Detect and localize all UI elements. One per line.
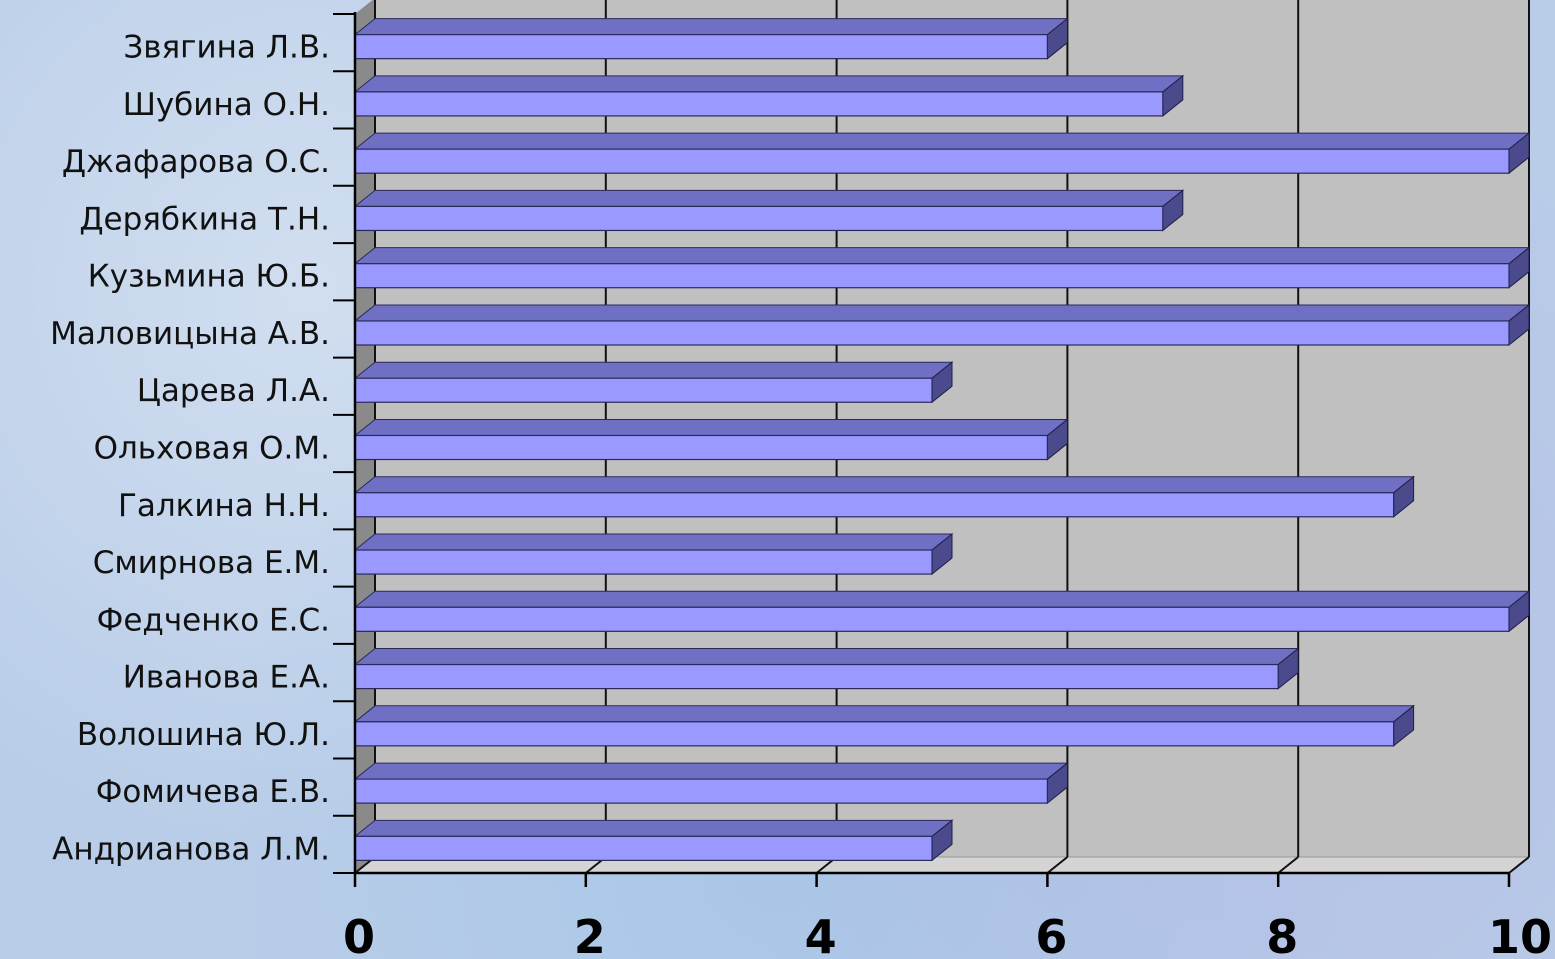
category-label: Звягина Л.В.: [123, 30, 330, 66]
bar-front-face: [354, 263, 1510, 289]
x-tick-label: 0: [343, 910, 375, 959]
bar-front-face: [354, 434, 1049, 461]
x-tick-label: 4: [805, 910, 837, 959]
bar-top-face: [353, 476, 1416, 494]
bar-front-face: [354, 205, 1164, 232]
gridline-floor: [1046, 856, 1069, 874]
bar: [353, 17, 1069, 60]
bar-top-face: [353, 361, 954, 379]
bar: [353, 418, 1069, 461]
bar: [353, 704, 1416, 747]
category-label: Галкина Н.Н.: [118, 488, 330, 524]
bar-front-face: [354, 721, 1395, 747]
category-labels: Звягина Л.В. Шубина О.Н. Джафарова О.С. Дер…: [50, 30, 330, 868]
bar: [353, 590, 1531, 633]
category-label: Кузьмина Ю.Б.: [88, 259, 330, 295]
bar: [353, 189, 1185, 232]
bar: [353, 475, 1416, 518]
bar-front-face: [354, 778, 1049, 804]
bar: [353, 74, 1185, 117]
category-label: Иванова Е.А.: [123, 660, 330, 696]
bars: [353, 17, 1531, 862]
bar-front-face: [354, 549, 933, 575]
category-label: Андрианова Л.М.: [52, 831, 330, 867]
bar: [353, 246, 1531, 289]
bar-top-face: [353, 18, 1069, 36]
category-label: Джафарова О.С.: [62, 144, 330, 180]
axes: [333, 12, 1511, 887]
bar-top-face: [353, 418, 1069, 436]
bar-front-face: [354, 492, 1395, 518]
bar: [353, 532, 954, 576]
x-tick-label: 10: [1488, 910, 1552, 959]
bar: [353, 647, 1300, 690]
bar-front-face: [354, 377, 933, 403]
bar-top-face: [353, 132, 1531, 150]
category-label: Дерябкина Т.Н.: [79, 201, 330, 237]
category-label: Царева Л.А.: [137, 373, 330, 409]
bar-front-face: [354, 835, 933, 861]
x-tick-label: 6: [1035, 910, 1067, 959]
bar-front-face: [354, 34, 1049, 60]
bar-top-face: [353, 648, 1300, 666]
x-tick-label: 2: [574, 910, 606, 959]
bar-top-face: [353, 819, 954, 837]
x-tick-label: 8: [1266, 910, 1298, 959]
bar-top-face: [353, 762, 1069, 780]
category-label: Ольховая О.М.: [94, 431, 330, 467]
bar-front-face: [354, 148, 1510, 174]
bar-front-face: [354, 663, 1279, 690]
bar-front-face: [354, 320, 1510, 346]
bar-front-face: [354, 91, 1164, 117]
category-label: Шубина О.Н.: [123, 87, 330, 123]
tick-labels: 0 2 4 6 8 10: [343, 910, 1552, 959]
bar-top-face: [353, 705, 1416, 723]
gridline-floor: [1277, 856, 1299, 874]
category-label: Фомичева Е.В.: [96, 774, 330, 810]
bar-top-face: [353, 590, 1531, 608]
bar: [353, 132, 1531, 175]
bar: [353, 819, 954, 862]
gridline-floor: [1508, 856, 1530, 874]
category-label: Волошина Ю.Л.: [77, 717, 330, 753]
bar-top-face: [353, 304, 1531, 322]
category-label: Смирнова Е.М.: [93, 545, 330, 581]
category-label: Маловицына А.В.: [50, 316, 330, 352]
bar-top-face: [353, 189, 1185, 207]
bar: [353, 361, 954, 404]
bar: [353, 762, 1069, 805]
bar-top-face: [353, 75, 1185, 93]
bar-top-face: [353, 533, 954, 551]
bar-top-face: [353, 247, 1531, 265]
category-label: Федченко Е.С.: [97, 602, 330, 638]
bar-front-face: [354, 606, 1510, 632]
bar: [353, 303, 1531, 347]
